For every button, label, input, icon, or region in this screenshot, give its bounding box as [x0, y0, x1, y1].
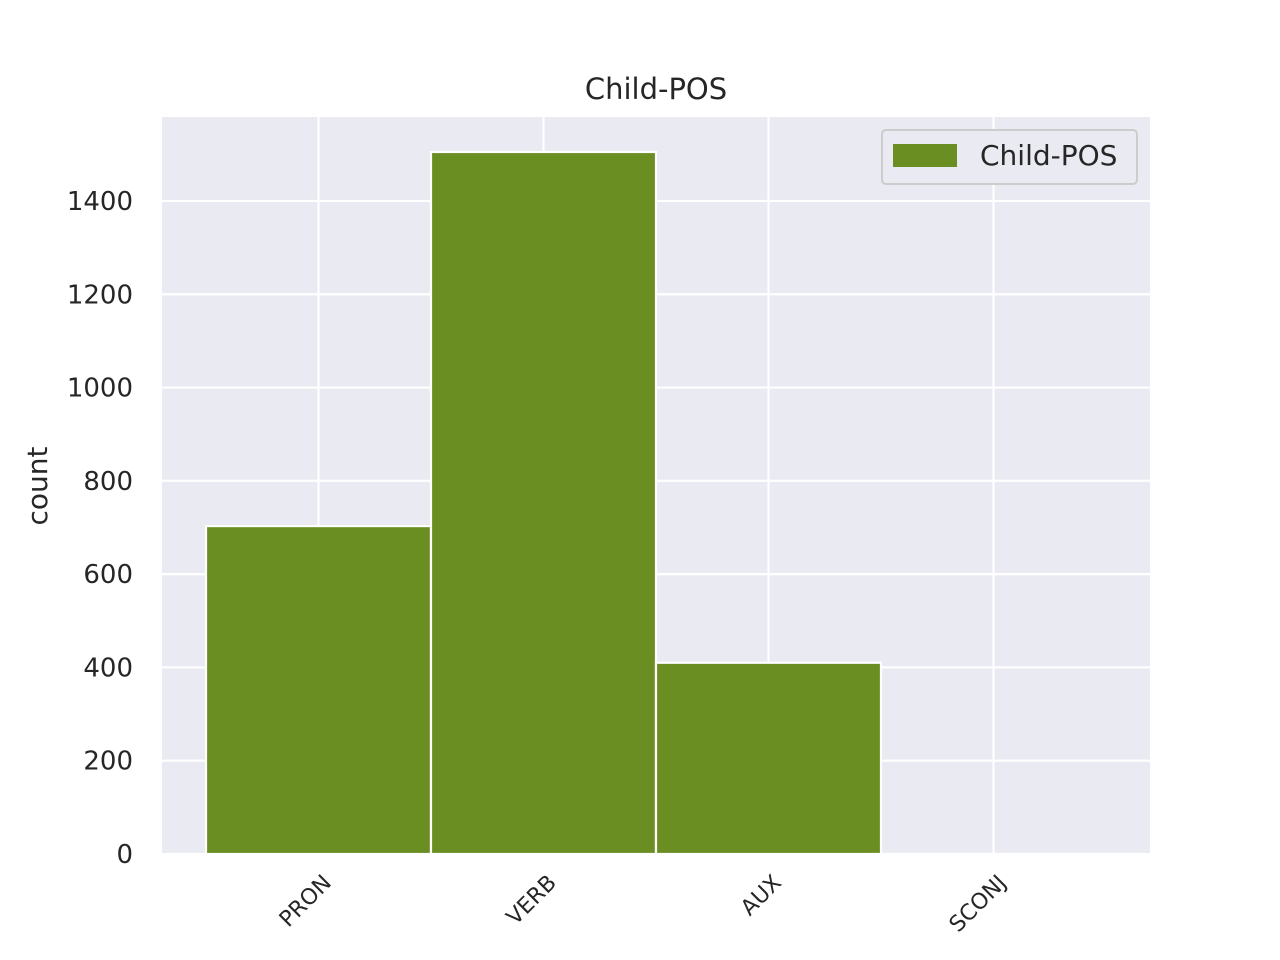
y-tick-label: 600 [83, 560, 133, 590]
bar-aux [654, 661, 883, 856]
legend-label: Child-POS [980, 139, 1117, 172]
bar-pron [204, 524, 433, 856]
y-tick-label: 1400 [67, 187, 133, 217]
x-tick-label-sconj: SCONJ [945, 871, 1012, 938]
y-tick-label: 0 [116, 840, 133, 870]
y-axis-ticks: 0 200 400 600 800 1000 1200 1400 [67, 187, 133, 870]
y-tick-label: 1000 [67, 374, 133, 404]
x-tick-label-aux: AUX [736, 871, 786, 921]
legend-swatch [893, 144, 957, 167]
legend-box [881, 129, 1138, 185]
y-tick-label: 200 [83, 747, 133, 777]
y-tick-label: 1200 [67, 280, 133, 310]
y-axis-label: count [21, 446, 54, 525]
y-tick-label: 400 [83, 653, 133, 683]
bar-verb [429, 150, 658, 856]
bars [204, 150, 883, 856]
legend: Child-POS [881, 129, 1138, 185]
x-tick-label-pron: PRON [275, 871, 337, 933]
y-tick-label: 800 [83, 467, 133, 497]
x-tick-label-verb: VERB [502, 871, 562, 931]
chart-title: Child-POS [585, 72, 727, 106]
x-axis-ticks: PRON VERB AUX SCONJ [275, 871, 1012, 938]
